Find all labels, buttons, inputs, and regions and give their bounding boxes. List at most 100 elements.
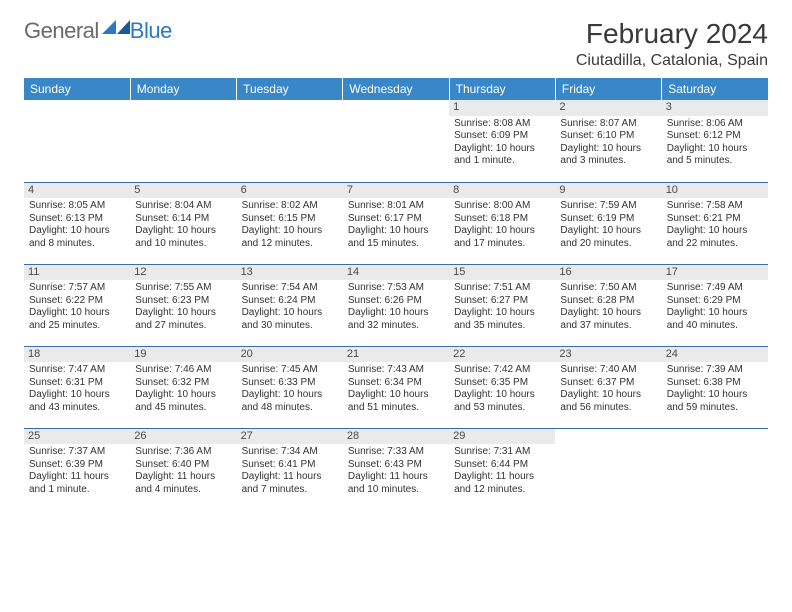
daylight-text: and 8 minutes. (29, 238, 125, 251)
sunrise-text: Sunrise: 7:59 AM (560, 200, 656, 213)
sunrise-text: Sunrise: 7:34 AM (242, 446, 338, 459)
day-number: 6 (237, 183, 343, 199)
days-of-week-row: Sunday Monday Tuesday Wednesday Thursday… (24, 78, 768, 100)
sunrise-text: Sunrise: 8:06 AM (667, 118, 763, 131)
daylight-text: and 40 minutes. (667, 320, 763, 333)
daylight-text: Daylight: 10 hours (242, 307, 338, 320)
sunrise-text: Sunrise: 8:07 AM (560, 118, 656, 131)
day-number: 5 (130, 183, 236, 199)
sunrise-text: Sunrise: 7:39 AM (667, 364, 763, 377)
sunset-text: Sunset: 6:31 PM (29, 377, 125, 390)
day-cell: 27Sunrise: 7:34 AMSunset: 6:41 PMDayligh… (237, 428, 343, 510)
day-cell: 15Sunrise: 7:51 AMSunset: 6:27 PMDayligh… (449, 264, 555, 346)
day-cell: 26Sunrise: 7:36 AMSunset: 6:40 PMDayligh… (130, 428, 236, 510)
daylight-text: and 59 minutes. (667, 402, 763, 415)
daylight-text: and 25 minutes. (29, 320, 125, 333)
sunrise-text: Sunrise: 7:45 AM (242, 364, 338, 377)
daylight-text: Daylight: 11 hours (242, 471, 338, 484)
sunset-text: Sunset: 6:28 PM (560, 295, 656, 308)
daylight-text: and 1 minute. (454, 155, 550, 168)
day-cell: 28Sunrise: 7:33 AMSunset: 6:43 PMDayligh… (343, 428, 449, 510)
day-number: 18 (24, 347, 130, 363)
sunrise-text: Sunrise: 7:57 AM (29, 282, 125, 295)
day-number: 25 (24, 429, 130, 445)
daylight-text: and 22 minutes. (667, 238, 763, 251)
daylight-text: Daylight: 10 hours (29, 307, 125, 320)
day-cell: 6Sunrise: 8:02 AMSunset: 6:15 PMDaylight… (237, 182, 343, 264)
day-cell: 20Sunrise: 7:45 AMSunset: 6:33 PMDayligh… (237, 346, 343, 428)
sunset-text: Sunset: 6:18 PM (454, 213, 550, 226)
sunset-text: Sunset: 6:37 PM (560, 377, 656, 390)
daylight-text: Daylight: 10 hours (560, 225, 656, 238)
daylight-text: Daylight: 10 hours (454, 389, 550, 402)
sunset-text: Sunset: 6:41 PM (242, 459, 338, 472)
week-row: 11Sunrise: 7:57 AMSunset: 6:22 PMDayligh… (24, 264, 768, 346)
daylight-text: Daylight: 10 hours (135, 225, 231, 238)
daylight-text: Daylight: 11 hours (454, 471, 550, 484)
week-row: 1Sunrise: 8:08 AMSunset: 6:09 PMDaylight… (24, 100, 768, 182)
sunset-text: Sunset: 6:19 PM (560, 213, 656, 226)
daylight-text: and 35 minutes. (454, 320, 550, 333)
daylight-text: Daylight: 11 hours (29, 471, 125, 484)
sunset-text: Sunset: 6:10 PM (560, 130, 656, 143)
day-number: 20 (237, 347, 343, 363)
location: Ciutadilla, Catalonia, Spain (576, 52, 768, 70)
day-cell (662, 428, 768, 510)
sunset-text: Sunset: 6:35 PM (454, 377, 550, 390)
day-number: 19 (130, 347, 236, 363)
day-number: 2 (555, 100, 661, 116)
day-number: 29 (449, 429, 555, 445)
day-cell (343, 100, 449, 182)
logo-text-general: General (24, 18, 99, 44)
daylight-text: and 1 minute. (29, 484, 125, 497)
day-cell: 11Sunrise: 7:57 AMSunset: 6:22 PMDayligh… (24, 264, 130, 346)
daylight-text: Daylight: 11 hours (348, 471, 444, 484)
daylight-text: and 43 minutes. (29, 402, 125, 415)
day-cell (24, 100, 130, 182)
daylight-text: and 5 minutes. (667, 155, 763, 168)
sunset-text: Sunset: 6:27 PM (454, 295, 550, 308)
daylight-text: Daylight: 10 hours (560, 389, 656, 402)
dow-sunday: Sunday (24, 78, 130, 100)
day-number: 17 (662, 265, 768, 281)
daylight-text: and 12 minutes. (454, 484, 550, 497)
day-cell: 4Sunrise: 8:05 AMSunset: 6:13 PMDaylight… (24, 182, 130, 264)
month-title: February 2024 (576, 18, 768, 50)
day-number: 15 (449, 265, 555, 281)
sunrise-text: Sunrise: 7:50 AM (560, 282, 656, 295)
day-cell: 9Sunrise: 7:59 AMSunset: 6:19 PMDaylight… (555, 182, 661, 264)
sunrise-text: Sunrise: 7:42 AM (454, 364, 550, 377)
daylight-text: Daylight: 10 hours (242, 225, 338, 238)
sunrise-text: Sunrise: 7:53 AM (348, 282, 444, 295)
daylight-text: Daylight: 10 hours (348, 225, 444, 238)
day-cell: 18Sunrise: 7:47 AMSunset: 6:31 PMDayligh… (24, 346, 130, 428)
day-cell: 19Sunrise: 7:46 AMSunset: 6:32 PMDayligh… (130, 346, 236, 428)
daylight-text: and 3 minutes. (560, 155, 656, 168)
logo: General Blue (24, 18, 172, 44)
sunrise-text: Sunrise: 7:37 AM (29, 446, 125, 459)
sunrise-text: Sunrise: 7:33 AM (348, 446, 444, 459)
daylight-text: and 51 minutes. (348, 402, 444, 415)
day-number: 27 (237, 429, 343, 445)
day-number: 23 (555, 347, 661, 363)
daylight-text: Daylight: 11 hours (135, 471, 231, 484)
day-cell: 25Sunrise: 7:37 AMSunset: 6:39 PMDayligh… (24, 428, 130, 510)
sunrise-text: Sunrise: 7:36 AM (135, 446, 231, 459)
day-cell (237, 100, 343, 182)
dow-saturday: Saturday (662, 78, 768, 100)
daylight-text: and 4 minutes. (135, 484, 231, 497)
day-cell: 5Sunrise: 8:04 AMSunset: 6:14 PMDaylight… (130, 182, 236, 264)
daylight-text: and 56 minutes. (560, 402, 656, 415)
day-cell: 8Sunrise: 8:00 AMSunset: 6:18 PMDaylight… (449, 182, 555, 264)
sunset-text: Sunset: 6:43 PM (348, 459, 444, 472)
sunrise-text: Sunrise: 8:08 AM (454, 118, 550, 131)
day-number: 24 (662, 347, 768, 363)
week-row: 18Sunrise: 7:47 AMSunset: 6:31 PMDayligh… (24, 346, 768, 428)
sunrise-text: Sunrise: 8:01 AM (348, 200, 444, 213)
day-cell: 7Sunrise: 8:01 AMSunset: 6:17 PMDaylight… (343, 182, 449, 264)
sunset-text: Sunset: 6:12 PM (667, 130, 763, 143)
title-block: February 2024 Ciutadilla, Catalonia, Spa… (576, 18, 768, 70)
logo-text-blue: Blue (130, 18, 172, 44)
sunset-text: Sunset: 6:21 PM (667, 213, 763, 226)
daylight-text: and 15 minutes. (348, 238, 444, 251)
